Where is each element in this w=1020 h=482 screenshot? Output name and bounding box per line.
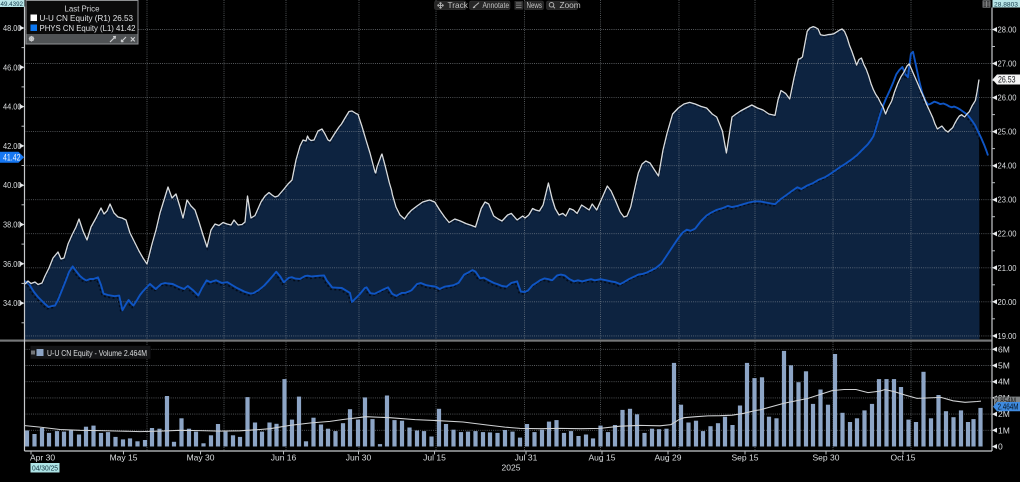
svg-text:May 15: May 15 xyxy=(110,453,138,463)
svg-text:Sep 15: Sep 15 xyxy=(732,453,759,463)
svg-text:6M: 6M xyxy=(998,344,1010,354)
svg-text:24.00: 24.00 xyxy=(998,161,1017,171)
svg-text:Aug 29: Aug 29 xyxy=(655,453,682,463)
svg-text:26.00: 26.00 xyxy=(998,93,1017,103)
svg-text:22.00: 22.00 xyxy=(998,229,1017,239)
svg-text:27.00: 27.00 xyxy=(998,59,1017,69)
svg-text:28.00: 28.00 xyxy=(998,25,1017,35)
svg-text:4M: 4M xyxy=(998,377,1010,387)
svg-text:28.8803: 28.8803 xyxy=(994,1,1018,8)
svg-text:Jun 16: Jun 16 xyxy=(271,453,297,463)
svg-text:Oct 15: Oct 15 xyxy=(890,453,915,463)
svg-text:Zoom: Zoom xyxy=(560,0,581,10)
svg-text:42.00: 42.00 xyxy=(3,141,22,151)
svg-text:Last Price: Last Price xyxy=(65,4,100,14)
svg-text:Aug 15: Aug 15 xyxy=(589,453,616,463)
svg-text:Sep 30: Sep 30 xyxy=(813,453,840,463)
svg-text:36.00: 36.00 xyxy=(3,259,22,269)
svg-text:PHYS CN Equity (L1) 41.42: PHYS CN Equity (L1) 41.42 xyxy=(40,23,136,33)
svg-text:23.00: 23.00 xyxy=(998,195,1017,205)
svg-text:Jun 30: Jun 30 xyxy=(346,453,372,463)
svg-text:News: News xyxy=(527,0,543,10)
svg-text:2.464M: 2.464M xyxy=(998,403,1019,412)
svg-text:48.00: 48.00 xyxy=(3,23,22,33)
svg-text:May 30: May 30 xyxy=(187,453,215,463)
svg-text:0: 0 xyxy=(998,442,1003,452)
svg-text:25.00: 25.00 xyxy=(998,127,1017,137)
svg-text:5M: 5M xyxy=(998,361,1010,371)
svg-text:Annotate: Annotate xyxy=(483,0,510,10)
svg-text:21.00: 21.00 xyxy=(998,263,1017,273)
svg-text:04/30/25: 04/30/25 xyxy=(32,464,58,473)
svg-text:1M: 1M xyxy=(998,425,1010,435)
svg-text:U-U CN Equity - Volume 2.464M: U-U CN Equity - Volume 2.464M xyxy=(47,348,147,358)
svg-text:Track: Track xyxy=(448,0,469,10)
svg-text:34.00: 34.00 xyxy=(3,298,22,308)
svg-text:44.00: 44.00 xyxy=(3,102,22,112)
svg-text:46.00: 46.00 xyxy=(3,62,22,72)
svg-text:U-U CN Equity (R1) 26.53: U-U CN Equity (R1) 26.53 xyxy=(40,13,134,23)
svg-text:20.00: 20.00 xyxy=(998,297,1017,307)
svg-text:41.42: 41.42 xyxy=(3,153,21,163)
svg-text:38.00: 38.00 xyxy=(3,220,22,230)
svg-text:19.00: 19.00 xyxy=(998,331,1017,341)
svg-text:26.53: 26.53 xyxy=(998,75,1016,85)
svg-text:49.4392: 49.4392 xyxy=(1,1,24,8)
svg-text:2025: 2025 xyxy=(502,463,521,473)
svg-text:Apr 30: Apr 30 xyxy=(30,453,55,463)
svg-text:40.00: 40.00 xyxy=(3,180,22,190)
svg-text:Jul 15: Jul 15 xyxy=(423,453,446,463)
svg-text:Jul 31: Jul 31 xyxy=(515,453,538,463)
